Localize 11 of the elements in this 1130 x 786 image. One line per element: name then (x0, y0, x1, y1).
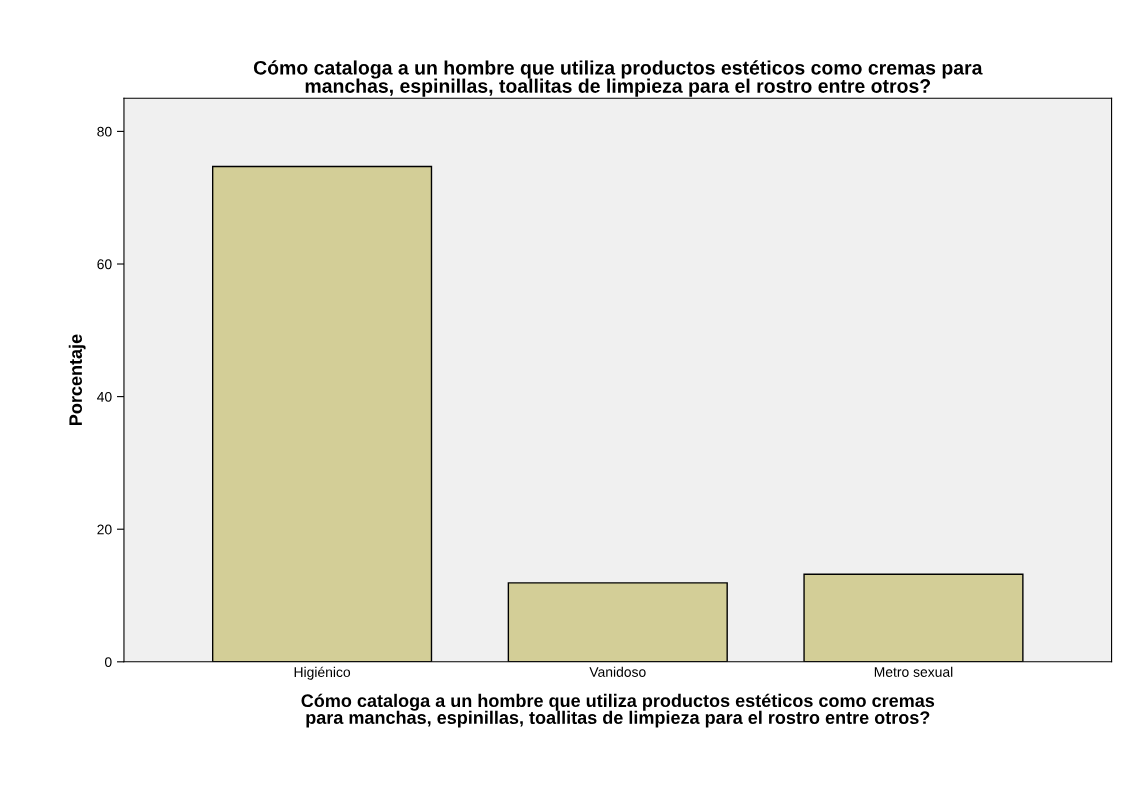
x-axis-title: Cómo cataloga a un hombre que utiliza productos estéticos como cremas para manchas, espinillas, toallitas de limpieza para el rostro entre otros? (301, 693, 935, 728)
x-tick-label: Metro sexual (874, 666, 953, 677)
y-tick-label: 80 (97, 126, 112, 137)
x-tick-label: Vanidoso (589, 666, 646, 677)
y-tick-label: 0 (104, 657, 112, 667)
chart-title: Cómo cataloga a un hombre que utiliza productos estéticos como cremas para manchas, espinillas, toallitas de limpieza para el rostro entre otros? (253, 60, 983, 97)
y-axis-title: Porcentaje (68, 334, 86, 425)
y-tick-label: 60 (97, 259, 112, 270)
y-tick-label: 40 (97, 391, 112, 402)
y-tick-label: 20 (97, 524, 112, 535)
x-tick-label: Higiénico (294, 666, 351, 680)
